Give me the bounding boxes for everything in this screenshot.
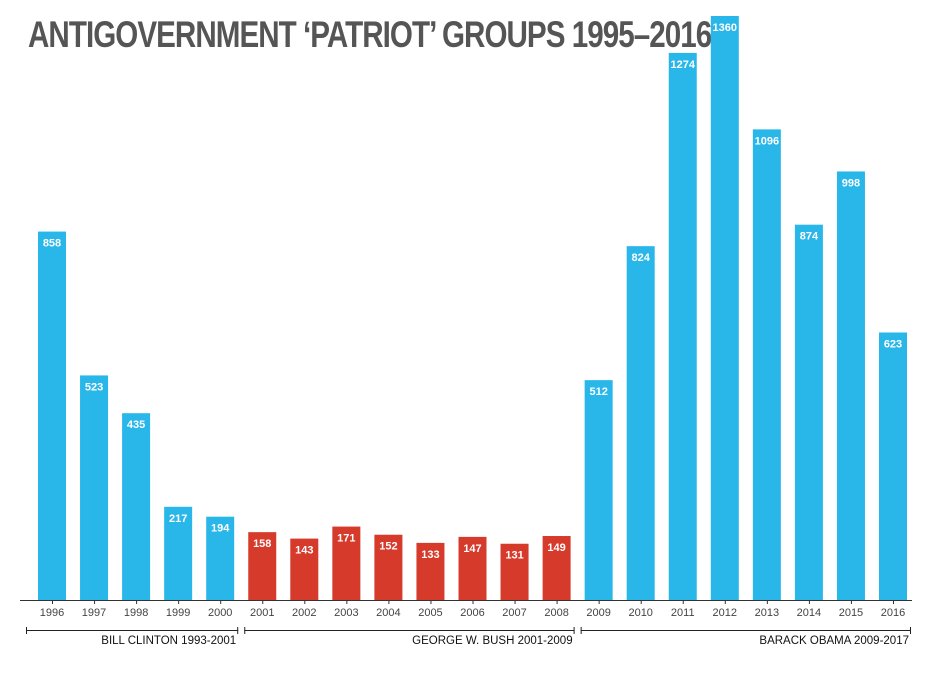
chart-title: ANTIGOVERNMENT ‘PATRIOT’ GROUPS 1995–201… (28, 14, 712, 55)
value-label-1999: 217 (169, 513, 187, 525)
tick-label-2012: 2012 (713, 607, 737, 619)
bar-2003 (332, 526, 361, 600)
tick-label-2005: 2005 (418, 607, 442, 619)
value-label-2012: 1360 (713, 22, 737, 34)
tick-label-2000: 2000 (208, 607, 232, 619)
bar-2016 (879, 332, 907, 600)
bar-2002 (290, 538, 319, 600)
tick-label-2013: 2013 (755, 607, 779, 619)
tick-label-2008: 2008 (544, 607, 568, 619)
era-2-label: GEORGE W. BUSH 2001-2009 (412, 635, 572, 647)
bar-2012 (710, 16, 739, 600)
tick-label-2011: 2011 (671, 607, 695, 619)
tick-label-1997: 1997 (82, 607, 106, 619)
value-label-2008: 149 (547, 542, 565, 554)
bar-1996 (38, 231, 66, 601)
tick-label-1998: 1998 (124, 607, 148, 619)
bar-1999 (164, 506, 193, 600)
value-label-1996: 858 (43, 238, 61, 250)
value-label-2005: 133 (421, 549, 439, 561)
bar-2010 (626, 246, 655, 600)
value-label-2014: 874 (800, 231, 819, 243)
era-1-label: BILL CLINTON 1993-2001 (101, 635, 236, 647)
tick-label-1999: 1999 (166, 607, 190, 619)
tick-label-2003: 2003 (334, 607, 358, 619)
bar-2009 (584, 380, 613, 600)
tick-label-2006: 2006 (460, 607, 484, 619)
bar-2014 (794, 224, 823, 600)
bar-2015 (836, 171, 865, 600)
value-label-2010: 824 (632, 252, 651, 264)
value-label-2001: 158 (253, 538, 271, 550)
bar-2005 (416, 542, 445, 600)
tick-label-2004: 2004 (376, 607, 400, 619)
value-label-2002: 143 (295, 545, 313, 557)
bar-2006 (458, 536, 487, 600)
tick-label-1996: 1996 (40, 607, 64, 619)
bar-1997 (80, 375, 109, 600)
bar-2008 (542, 536, 571, 600)
bar-2000 (206, 516, 235, 600)
era-3-label: BARACK OBAMA 2009-2017 (759, 635, 909, 647)
value-label-2011: 1274 (671, 59, 696, 71)
tick-label-2001: 2001 (250, 607, 274, 619)
bar-2013 (752, 129, 781, 601)
value-label-2004: 152 (379, 541, 397, 553)
tick-label-2016: 2016 (881, 607, 905, 619)
tick-label-2010: 2010 (628, 607, 652, 619)
value-label-2000: 194 (211, 523, 230, 535)
tick-label-2014: 2014 (797, 607, 821, 619)
value-label-1998: 435 (127, 419, 145, 431)
bar-1998 (122, 413, 151, 600)
value-label-2006: 147 (463, 543, 481, 555)
tick-label-2007: 2007 (502, 607, 526, 619)
tick-label-2009: 2009 (586, 607, 610, 619)
value-label-2016: 623 (884, 338, 902, 350)
bar-2001 (248, 532, 277, 600)
bar-2007 (500, 543, 529, 600)
tick-label-2015: 2015 (839, 607, 863, 619)
bar-2011 (668, 52, 697, 600)
value-label-2007: 131 (505, 550, 523, 562)
value-label-2009: 512 (589, 386, 607, 398)
value-label-1997: 523 (85, 381, 103, 393)
tick-label-2002: 2002 (292, 607, 316, 619)
value-label-2015: 998 (842, 177, 860, 189)
value-label-2003: 171 (337, 533, 355, 545)
bar-2004 (374, 534, 403, 600)
value-label-2013: 1096 (755, 135, 779, 147)
